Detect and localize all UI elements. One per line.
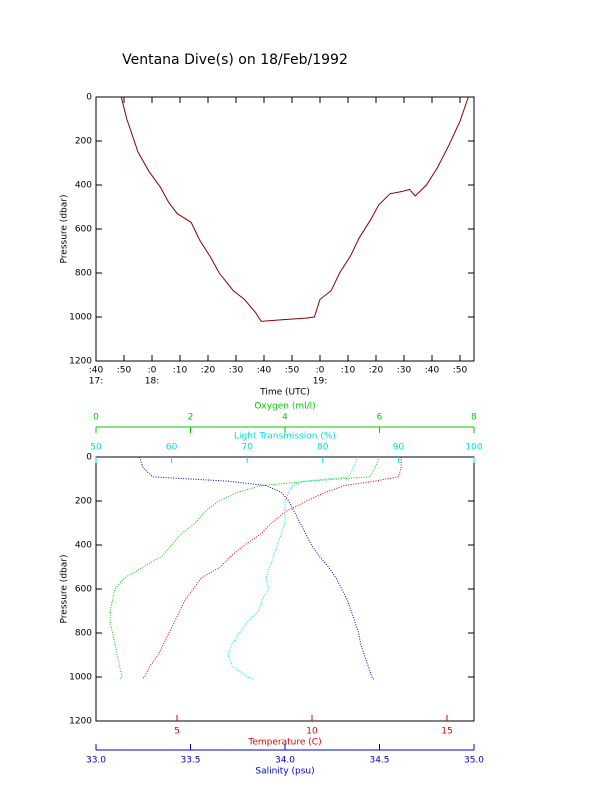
x-tick-label: 8 (471, 413, 477, 423)
dive-profile (120, 96, 469, 322)
y-tick-label: 800 (75, 269, 92, 279)
profile-line (109, 456, 380, 680)
x-tick-label: 90 (393, 443, 405, 453)
x-tick-label: 34.5 (369, 756, 389, 766)
x-axis-label: Oxygen (ml/l) (254, 402, 315, 412)
x-tick-label: :10 (341, 366, 356, 376)
profile-line (138, 456, 375, 680)
y-tick-label: 400 (75, 541, 92, 551)
y-tick-label: 200 (75, 497, 92, 507)
x-axis-label: Time (UTC) (259, 388, 310, 398)
x-tick-label: :30 (397, 366, 412, 376)
x-tick-label: 100 (465, 443, 482, 453)
x-tick-label: 33.5 (180, 756, 200, 766)
y-tick-label: 600 (75, 225, 92, 235)
y-tick-label: 200 (75, 137, 92, 147)
x-axis-label: Salinity (psu) (255, 767, 314, 777)
x-tick-label: 35.0 (464, 756, 484, 766)
x-tick-label: 60 (166, 443, 178, 453)
x-tick-label: 33.0 (86, 756, 106, 766)
x-tick-label: :40 (257, 366, 272, 376)
profile-line (141, 457, 402, 680)
x-tick-label: :40 (89, 366, 104, 376)
x-tick-label: :20 (201, 366, 216, 376)
y-tick-label: 0 (86, 93, 92, 103)
y-tick-label: 400 (75, 181, 92, 191)
x-tick-label: :10 (173, 366, 188, 376)
y-tick-label: 800 (75, 629, 92, 639)
x-tick-sublabel: 17: (89, 377, 103, 387)
x-tick-label: :0 (316, 366, 325, 376)
profile-line (227, 456, 359, 680)
x-tick-label: 4 (282, 413, 288, 423)
x-tick-label: :40 (425, 366, 440, 376)
x-tick-label: 34.0 (275, 756, 295, 766)
x-tick-label: 0 (93, 413, 99, 423)
x-tick-label: :50 (285, 366, 300, 376)
x-tick-label: :30 (229, 366, 244, 376)
y-tick-label: 0 (86, 453, 92, 463)
x-tick-label: 5 (174, 727, 180, 737)
y-tick-label: 1200 (69, 717, 92, 727)
x-tick-label: 10 (306, 727, 318, 737)
x-tick-label: 2 (188, 413, 194, 423)
x-tick-label: 15 (441, 727, 452, 737)
y-tick-label: 600 (75, 585, 92, 595)
x-tick-label: 6 (377, 413, 383, 423)
y-tick-label: 1200 (69, 357, 92, 367)
chart-title: Ventana Dive(s) on 18/Feb/1992 (122, 52, 348, 68)
x-tick-label: :50 (453, 366, 468, 376)
y-tick-label: 1000 (69, 673, 92, 683)
x-tick-sublabel: 19: (313, 377, 327, 387)
x-tick-label: 70 (241, 443, 253, 453)
x-tick-label: :50 (117, 366, 132, 376)
y-axis-label: Pressure (dbar) (60, 195, 70, 264)
x-tick-sublabel: 18: (145, 377, 159, 387)
x-axis-label: Light Transmission (%) (234, 432, 336, 442)
x-tick-label: 50 (90, 443, 102, 453)
x-tick-label: :20 (369, 366, 384, 376)
y-tick-label: 1000 (69, 313, 92, 323)
y-axis-label: Pressure (dbar) (60, 555, 70, 624)
x-tick-label: :0 (148, 366, 157, 376)
x-tick-label: 80 (317, 443, 329, 453)
x-axis-label: Temperature (C) (247, 738, 321, 748)
plot-frame (95, 96, 475, 362)
